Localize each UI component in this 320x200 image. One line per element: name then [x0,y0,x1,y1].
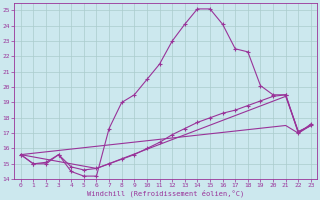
X-axis label: Windchill (Refroidissement éolien,°C): Windchill (Refroidissement éolien,°C) [87,190,244,197]
